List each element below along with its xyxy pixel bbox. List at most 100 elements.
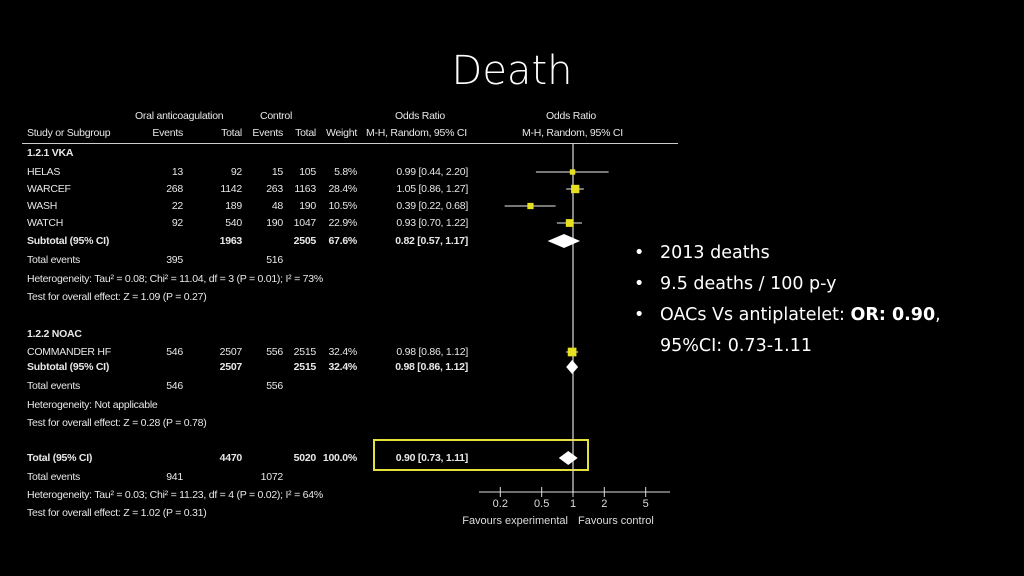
subtotal-n2: 5020 [293, 452, 317, 464]
header-plot-method: M-H, Random, 95% CI [522, 127, 623, 139]
subtotal-ci: 0.90 [0.73, 1.11] [395, 452, 468, 464]
bullet-text: , [935, 305, 941, 325]
header-events-oac: Events [152, 127, 183, 139]
bullet-icon: • [634, 305, 645, 325]
study-label: COMMANDER HF [27, 346, 111, 358]
study-e1: 13 [171, 166, 183, 178]
header-group-control: Control [260, 110, 293, 122]
subtotal-n1: 4470 [219, 452, 243, 464]
study-label: WASH [27, 200, 58, 212]
x-tick-label: 2 [601, 498, 607, 510]
pooled-diamond [566, 360, 579, 374]
study-marker [569, 169, 576, 175]
study-n2: 1163 [294, 183, 316, 195]
study-weight: 10.5% [328, 200, 357, 212]
study-e2: 190 [266, 217, 283, 229]
x-tick-label: 0.5 [534, 498, 549, 510]
study-label: WARCEF [27, 183, 71, 195]
bullet-item: • OACs Vs antiplatelet: OR: 0.90, 95%CI: 0… [634, 300, 1014, 362]
study-e1: 546 [166, 346, 183, 358]
events-e2: 556 [266, 380, 283, 392]
study-ci: 0.99 [0.44, 2.20] [396, 166, 468, 178]
heading-label: 1.2.1 VKA [27, 147, 74, 159]
study-e1: 22 [171, 200, 183, 212]
header-or: Odds Ratio [395, 110, 446, 122]
study-marker [565, 219, 574, 227]
x-tick-label: 0.2 [493, 498, 508, 510]
study-n1: 540 [225, 217, 242, 229]
bullet-icon: • [634, 274, 645, 294]
text-label: Heterogeneity: Tau² = 0.03; Chi² = 11.23… [27, 489, 323, 501]
subtotal-n1: 2507 [219, 361, 243, 373]
text-label: Test for overall effect: Z = 1.09 (P = 0… [27, 291, 207, 303]
events-e1: 941 [166, 471, 183, 483]
subtotal-n1: 1963 [219, 235, 243, 247]
study-n2: 2515 [293, 346, 317, 358]
text-label: Heterogeneity: Not applicable [27, 399, 158, 411]
subtotal-weight: 32.4% [328, 361, 357, 373]
bullet-bold-text: OR: 0.90 [850, 305, 936, 325]
heading-label: 1.2.2 NOAC [27, 328, 82, 340]
header-divider [22, 143, 678, 144]
study-weight: 5.8% [334, 166, 357, 178]
x-tick-label: 5 [643, 498, 649, 510]
study-label: WATCH [27, 217, 64, 229]
subtotal-ci: 0.98 [0.86, 1.12] [395, 361, 468, 373]
header-or-method: M-H, Random, 95% CI [366, 127, 467, 139]
study-marker [567, 347, 577, 357]
subtotal-ci: 0.82 [0.57, 1.17] [395, 235, 468, 247]
bullet-item: • 2013 deaths [634, 238, 1014, 269]
bullet-text-line2: 95%CI: 0.73-1.11 [660, 336, 812, 356]
study-weight: 22.9% [328, 217, 357, 229]
study-marker [527, 202, 534, 210]
study-n1: 92 [230, 166, 242, 178]
study-n1: 189 [225, 200, 242, 212]
bullet-item: • 9.5 deaths / 100 p-y [634, 269, 1014, 300]
bullet-text: OACs Vs antiplatelet: [660, 305, 851, 325]
subtotal-label: Total (95% CI) [27, 452, 93, 464]
study-ci: 1.05 [0.86, 1.27] [396, 183, 468, 195]
header-total-oac: Total [221, 127, 242, 139]
events-label: Total events [27, 471, 81, 483]
study-e1: 268 [166, 183, 183, 195]
subtotal-label: Subtotal (95% CI) [27, 361, 110, 373]
study-n1: 2507 [219, 346, 243, 358]
events-e1: 395 [166, 254, 183, 266]
bullet-text: 9.5 deaths / 100 p-y [660, 274, 837, 294]
x-label-left: Favours experimental [462, 515, 568, 527]
subtotal-weight: 67.6% [328, 235, 357, 247]
events-label: Total events [27, 380, 81, 392]
header-study: Study or Subgroup [27, 127, 111, 139]
study-ci: 0.93 [0.70, 1.22] [396, 217, 468, 229]
subtotal-weight: 100.0% [322, 452, 357, 464]
pooled-diamond [547, 234, 581, 248]
header-plot-or: Odds Ratio [546, 110, 597, 122]
text-label: Test for overall effect: Z = 0.28 (P = 0… [27, 417, 207, 429]
pooled-diamond [558, 451, 578, 465]
study-e2: 48 [271, 200, 283, 212]
bullet-list: • 2013 deaths • 9.5 deaths / 100 p-y • OACs… [634, 238, 1014, 362]
study-e2: 15 [271, 166, 283, 178]
text-label: Test for overall effect: Z = 1.02 (P = 0… [27, 507, 207, 519]
study-e2: 263 [266, 183, 283, 195]
events-e1: 546 [166, 380, 183, 392]
header-weight: Weight [326, 127, 357, 139]
slide-title: Death [451, 48, 573, 94]
header-group-oac: Oral anticoagulation [135, 110, 224, 122]
study-e2: 556 [266, 346, 283, 358]
subtotal-n2: 2505 [293, 235, 317, 247]
study-n2: 190 [299, 200, 316, 212]
subtotal-n2: 2515 [293, 361, 317, 373]
study-n2: 105 [299, 166, 316, 178]
study-weight: 28.4% [328, 183, 357, 195]
events-e2: 1072 [260, 471, 284, 483]
study-label: HELAS [27, 166, 61, 178]
study-weight: 32.4% [328, 346, 357, 358]
events-label: Total events [27, 254, 81, 266]
bullet-icon: • [634, 243, 645, 263]
header-events-control: Events [252, 127, 283, 139]
study-n1: 1142 [220, 183, 242, 195]
subtotal-label: Subtotal (95% CI) [27, 235, 110, 247]
study-e1: 92 [171, 217, 183, 229]
